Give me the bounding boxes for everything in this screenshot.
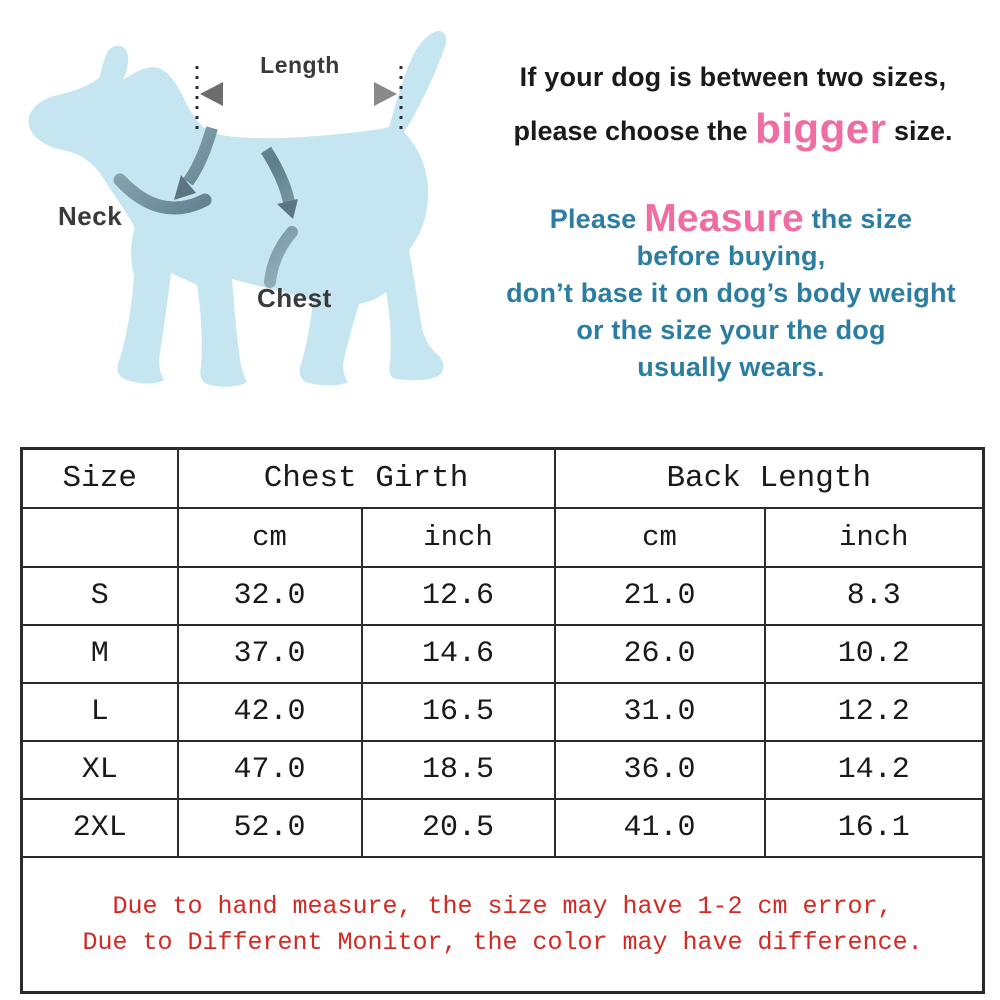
measure-line2: before buying, [636, 241, 826, 271]
cell-back-inch: 14.2 [763, 740, 985, 800]
cell-chest-inch: 18.5 [360, 740, 556, 800]
table-header-row: Size Chest Girth Back Length [20, 447, 985, 509]
table-row-2xl: 2XL 52.0 20.5 41.0 16.1 [20, 798, 985, 858]
cell-size: XL [20, 740, 179, 800]
cell-back-cm: 31.0 [553, 682, 766, 742]
cell-chest-inch: 16.5 [360, 682, 556, 742]
size-advice-text: If your dog is between two sizes, please… [466, 62, 1000, 150]
cell-back-cm: 21.0 [553, 566, 766, 626]
neck-arrow-curve [183, 126, 218, 186]
header-back-length: Back Length [553, 447, 985, 509]
cell-chest-cm: 32.0 [176, 566, 363, 626]
cell-back-cm: 26.0 [553, 624, 766, 684]
cell-chest-cm: 47.0 [176, 740, 363, 800]
cell-size: L [20, 682, 179, 742]
cell-chest-cm: 52.0 [176, 798, 363, 858]
header-chest-girth: Chest Girth [176, 447, 556, 509]
disclaimer-line1: Due to hand measure, the size may have 1… [112, 891, 893, 921]
size-table: Size Chest Girth Back Length cm inch cm … [20, 447, 986, 994]
neck-label: Neck [58, 201, 123, 231]
disclaimer-line2: Due to Different Monitor, the color may … [82, 927, 923, 957]
units-empty-cell [20, 507, 179, 568]
unit-chest-cm: cm [176, 507, 363, 568]
cell-size: M [20, 624, 179, 684]
advice-line2-after: size. [893, 116, 953, 146]
advice-line1: If your dog is between two sizes, [519, 62, 947, 92]
advice-bigger-highlight: bigger [755, 105, 887, 152]
chest-arrowhead [277, 199, 298, 219]
chest-strap-upper [260, 146, 295, 204]
measure-line1: Please Measure the size [462, 199, 1000, 238]
advice-line2: please choose the bigger size. [466, 108, 1000, 150]
table-row-l: L 42.0 16.5 31.0 12.2 [20, 682, 985, 742]
length-arrowhead-left [200, 82, 223, 106]
dog-silhouette-graphic [28, 30, 447, 387]
cell-chest-cm: 37.0 [176, 624, 363, 684]
cell-chest-cm: 42.0 [176, 682, 363, 742]
unit-chest-inch: inch [360, 507, 556, 568]
cell-size: 2XL [20, 798, 179, 858]
table-row-m: M 37.0 14.6 26.0 10.2 [20, 624, 985, 684]
table-row-xl: XL 47.0 18.5 36.0 14.2 [20, 740, 985, 800]
measure-line5: usually wears. [637, 352, 825, 382]
header-size: Size [20, 447, 179, 509]
advice-line2-before: please choose the [513, 116, 748, 146]
cell-chest-inch: 20.5 [360, 798, 556, 858]
measure-advice-text: Please Measure the size before buying, d… [462, 199, 1000, 386]
measure-line1-after: the size [811, 204, 913, 234]
dog-body-silhouette [28, 30, 447, 387]
table-units-row: cm inch cm inch [20, 507, 985, 568]
unit-back-inch: inch [763, 507, 985, 568]
measure-line1-before: Please [549, 204, 637, 234]
cell-chest-inch: 14.6 [360, 624, 556, 684]
neck-strap-band [113, 173, 212, 215]
measure-line3: don’t base it on dog’s body weight [506, 278, 956, 308]
chest-strap-lower [264, 226, 298, 288]
table-row-s: S 32.0 12.6 21.0 8.3 [20, 566, 985, 626]
measure-line4: or the size your the dog [576, 315, 886, 345]
unit-back-cm: cm [553, 507, 766, 568]
cell-back-cm: 36.0 [553, 740, 766, 800]
table-note-row: Due to hand measure, the size may have 1… [20, 856, 985, 994]
dog-measurement-diagram: Length Neck Chest [0, 0, 480, 440]
disclaimer-cell: Due to hand measure, the size may have 1… [20, 856, 985, 994]
neck-arrowhead [174, 175, 196, 200]
cell-back-inch: 16.1 [763, 798, 985, 858]
length-label: Length [260, 52, 340, 78]
cell-size: S [20, 566, 179, 626]
measure-highlight: Measure [644, 197, 804, 240]
cell-back-inch: 10.2 [763, 624, 985, 684]
cell-chest-inch: 12.6 [360, 566, 556, 626]
chest-label: Chest [257, 283, 332, 313]
length-arrowhead-right [374, 82, 397, 106]
cell-back-cm: 41.0 [553, 798, 766, 858]
cell-back-inch: 12.2 [763, 682, 985, 742]
cell-back-inch: 8.3 [763, 566, 985, 626]
